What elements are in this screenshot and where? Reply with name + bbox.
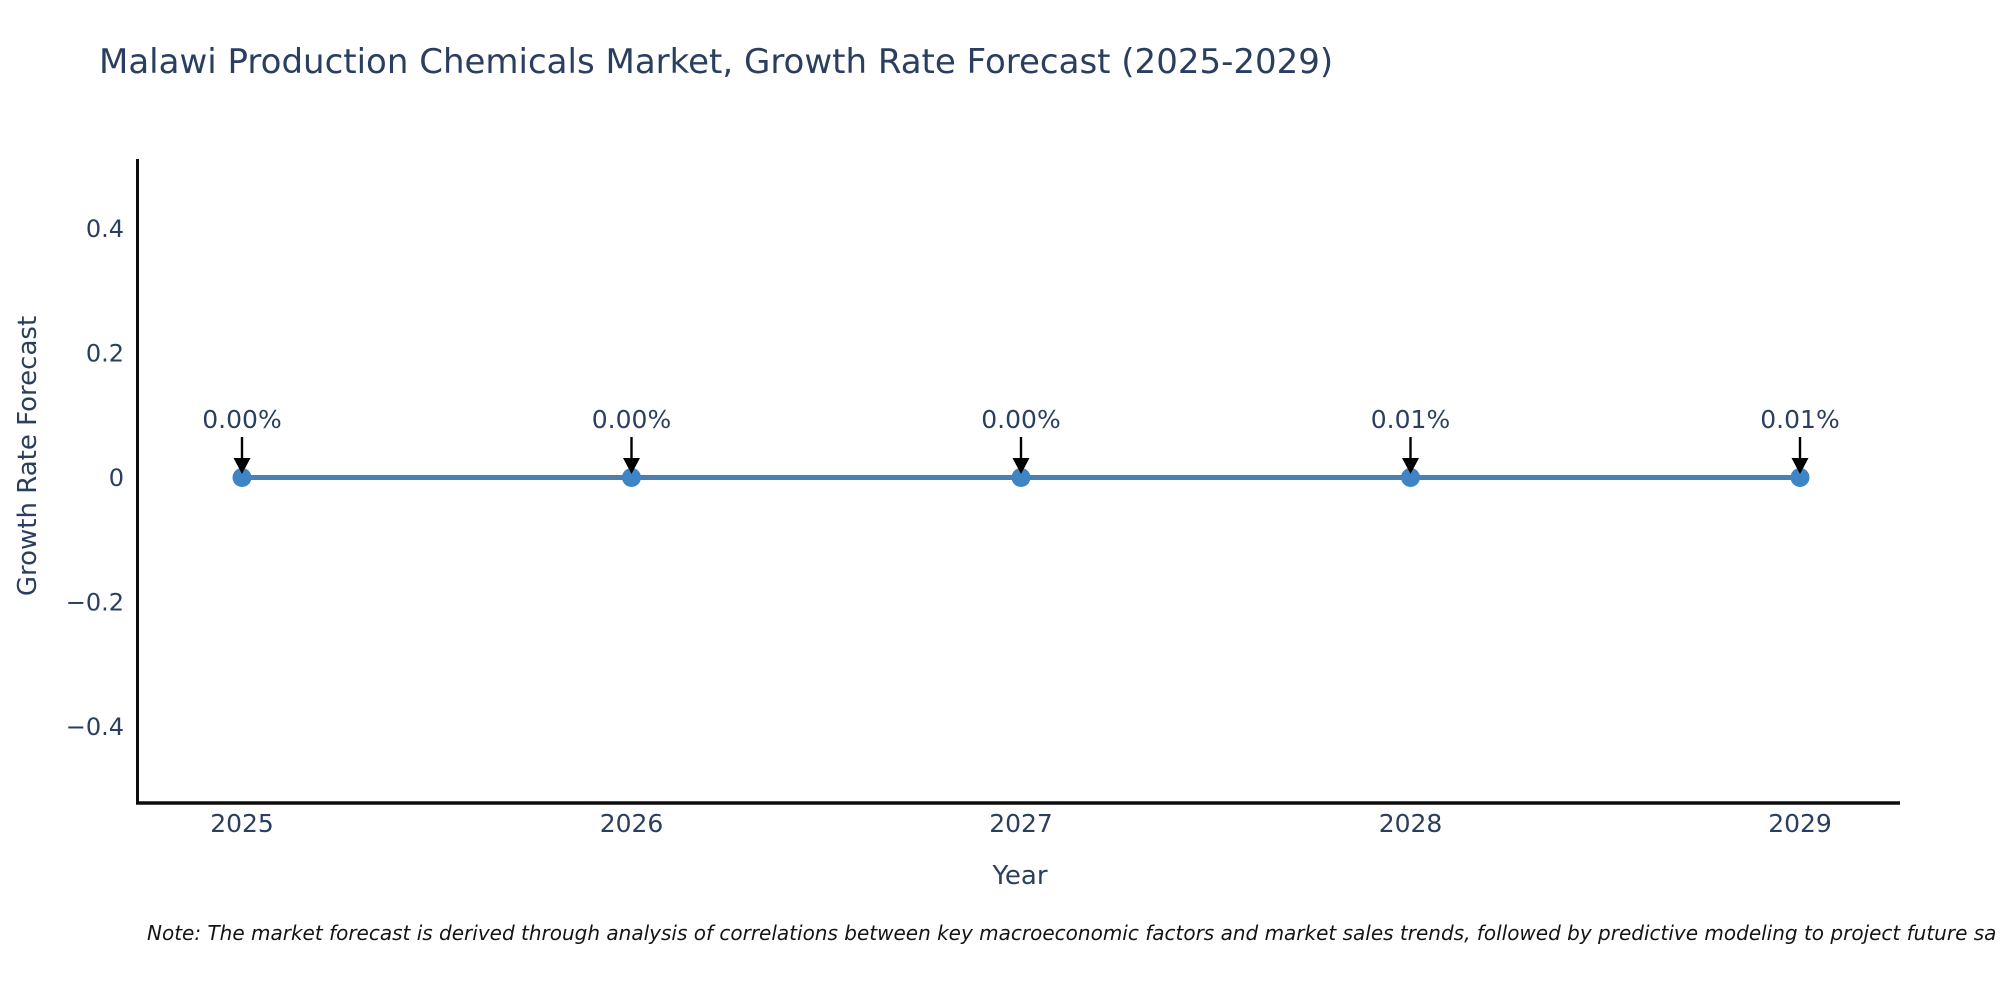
y-tick-label: 0 xyxy=(109,464,124,492)
data-point-marker xyxy=(1401,467,1420,487)
point-value-label: 0.01% xyxy=(1760,405,1839,434)
x-tick-label: 2029 xyxy=(1768,809,1832,838)
data-point-marker xyxy=(232,468,252,487)
point-value-label: 0.01% xyxy=(1371,405,1450,434)
data-point-marker xyxy=(1011,468,1031,487)
point-value-label: 0.00% xyxy=(981,405,1060,434)
y-tick-label: −0.4 xyxy=(66,713,124,741)
y-tick-label: 0.4 xyxy=(86,215,124,243)
x-tick-label: 2027 xyxy=(989,809,1053,838)
annotation-arrow-head xyxy=(1791,457,1809,474)
y-tick-label: 0.2 xyxy=(86,340,124,368)
chart-title: Malawi Production Chemicals Market, Grow… xyxy=(99,42,1334,82)
annotation-arrow-head xyxy=(1402,457,1419,474)
x-axis-title: Year xyxy=(992,861,1048,891)
data-point-marker xyxy=(1790,467,1810,487)
data-point-marker xyxy=(622,468,641,487)
x-tick-label: 2028 xyxy=(1379,809,1443,838)
point-value-label: 0.00% xyxy=(592,405,671,434)
footnote: Note: The market forecast is derived thr… xyxy=(147,921,1997,945)
annotation-arrow-head xyxy=(233,458,251,474)
annotation-arrow-head xyxy=(623,458,640,474)
x-tick-label: 2026 xyxy=(600,809,664,838)
annotation-arrow-head xyxy=(1012,458,1030,474)
y-tick-label: −0.2 xyxy=(66,589,124,617)
x-tick-label: 2025 xyxy=(210,809,274,838)
point-value-label: 0.00% xyxy=(202,405,281,434)
